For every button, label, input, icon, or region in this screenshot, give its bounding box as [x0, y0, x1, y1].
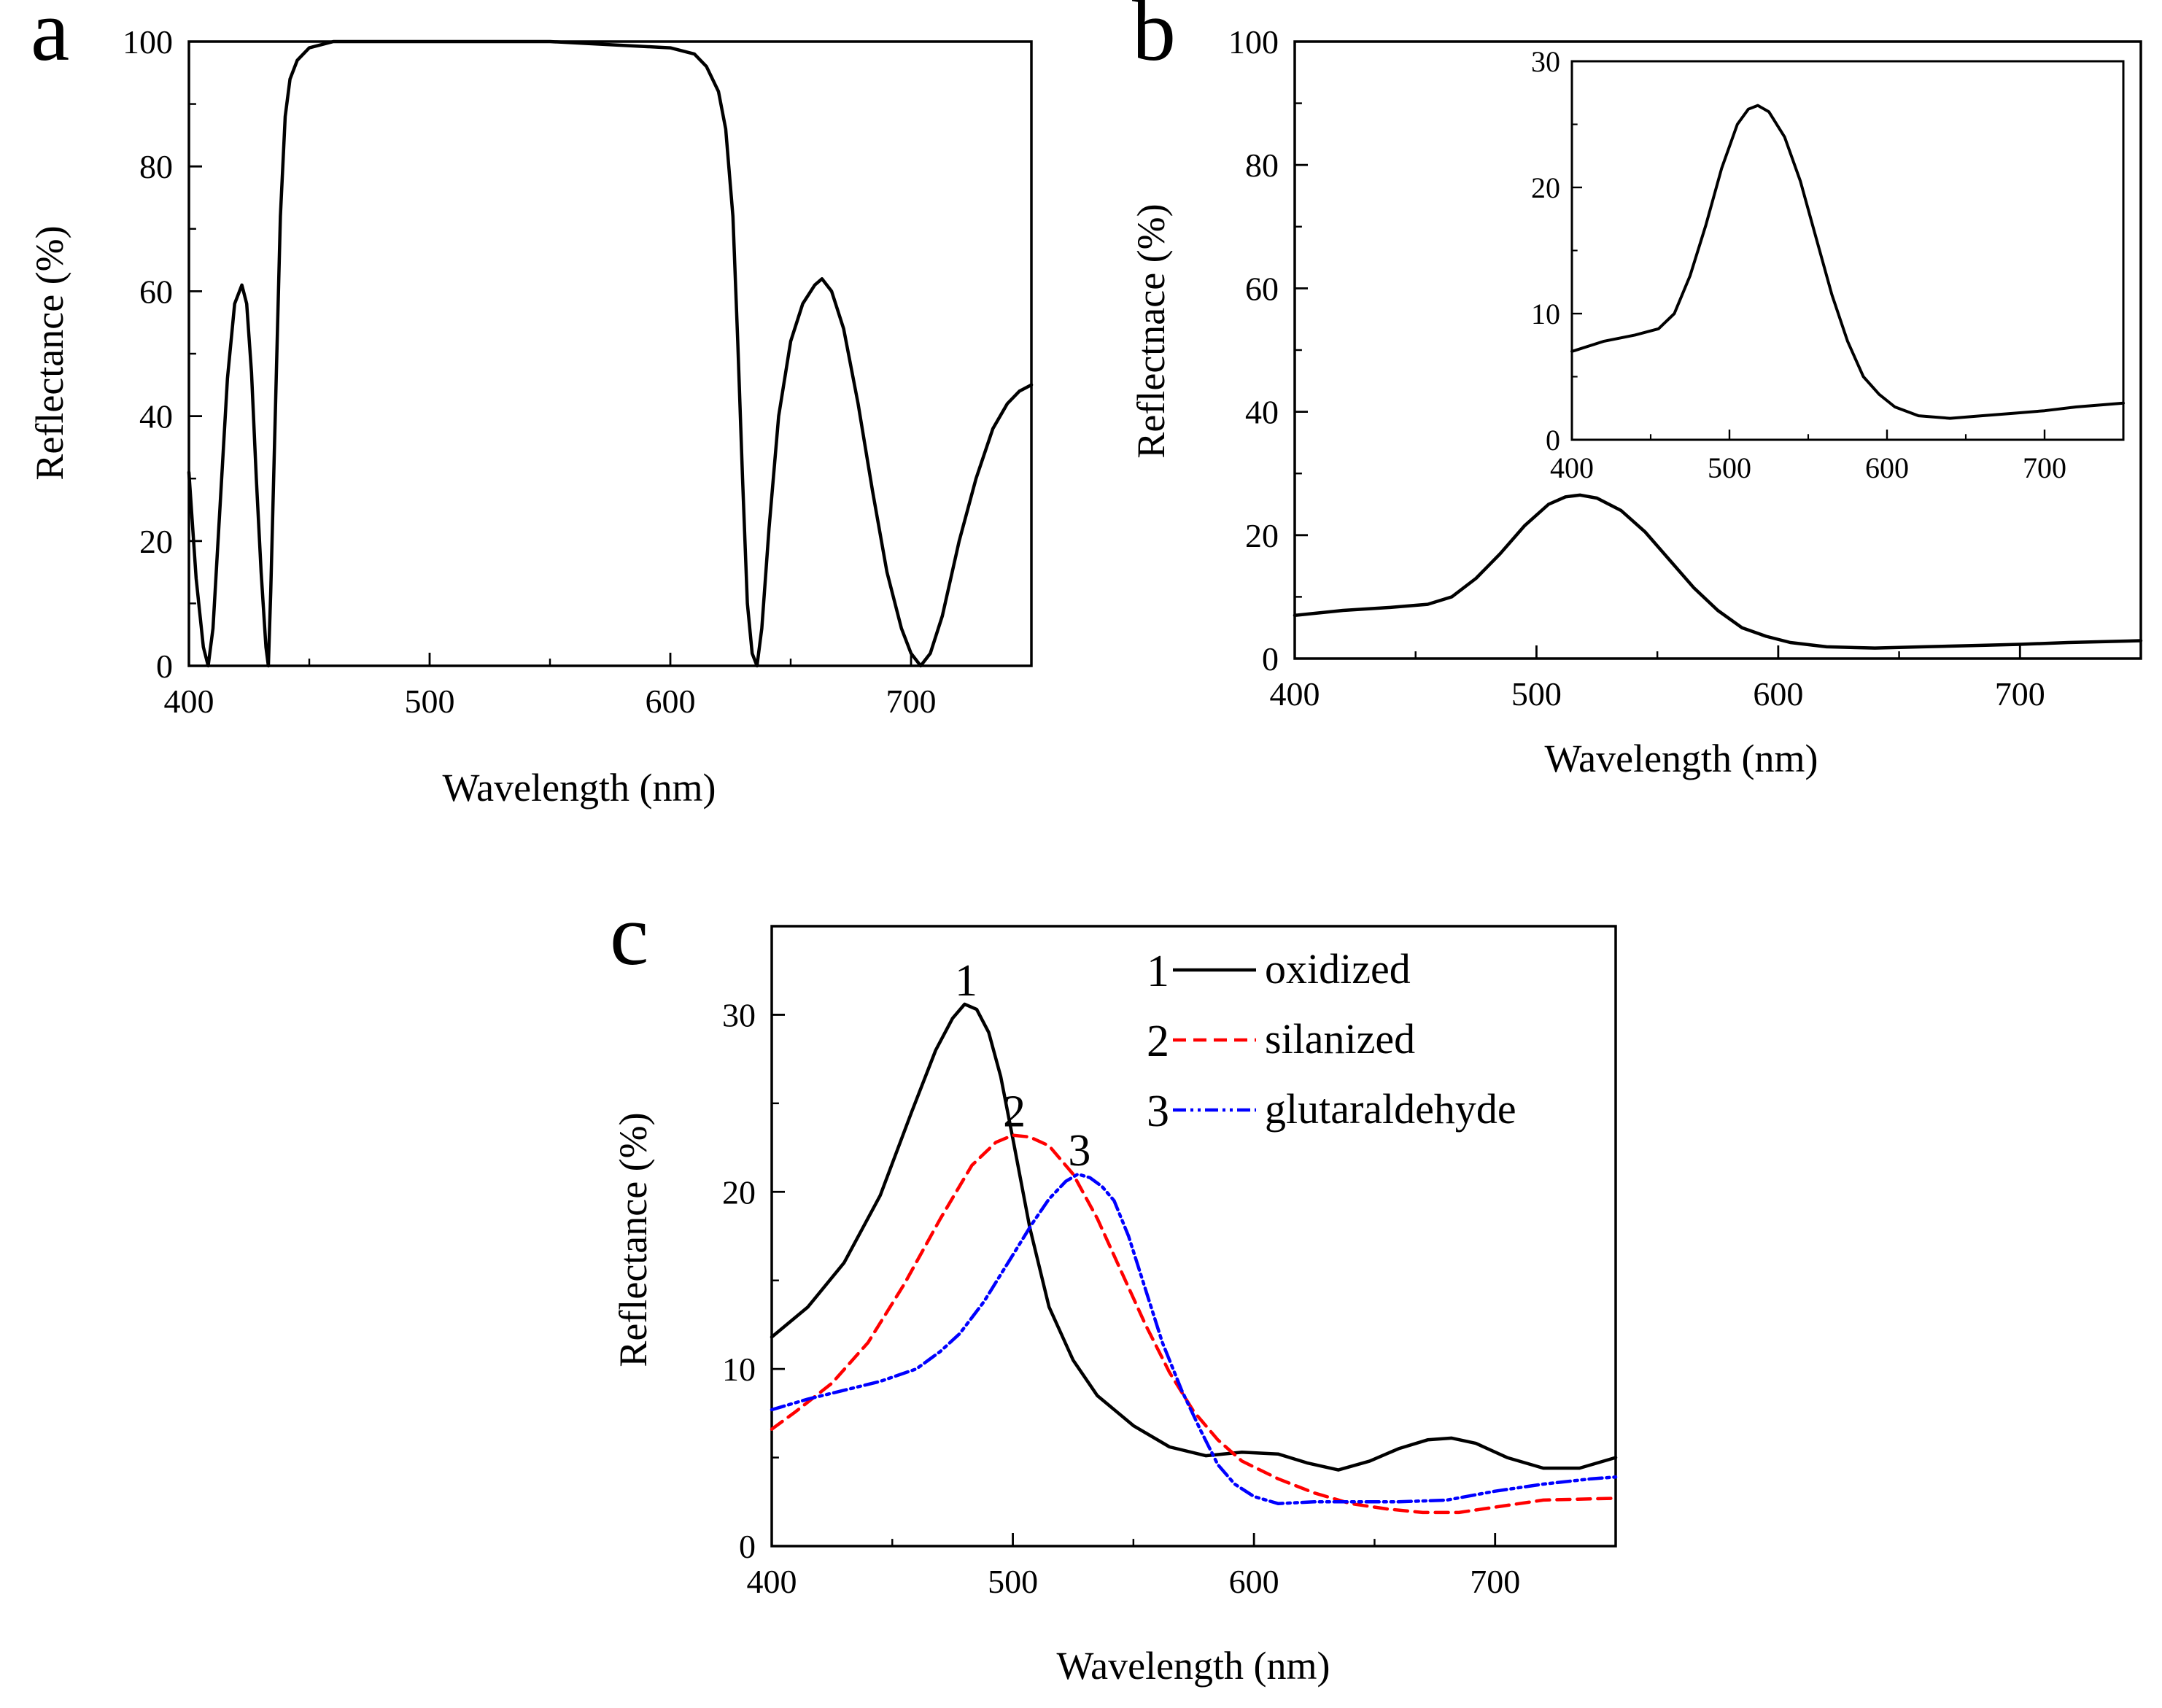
panel-b-y-tick-label: 0	[1262, 640, 1279, 678]
panel-b-chart: b 400 500 600 700 0 20 40 60 80 100 400 500 600 700 0…	[1129, 0, 2143, 780]
panel-c-x-tick-label: 700	[1470, 1563, 1520, 1600]
panel-c-letter: c	[610, 886, 648, 983]
panel-a-x-tick-label: 700	[886, 683, 937, 720]
panel-b-reflectance-curve	[1293, 493, 2143, 650]
panel-b-y-tick-label: 20	[1245, 517, 1279, 554]
legend-label-silanized: silanized	[1265, 1015, 1415, 1063]
panel-c-curve-labels: 1 23	[955, 956, 1090, 1176]
panel-c-x-axis-title: Wavelength (nm)	[1056, 1644, 1330, 1688]
panel-b-x-tick-label: 500	[1511, 675, 1562, 713]
panel-b-y-axis-title: Reflectnace (%)	[1129, 203, 1173, 458]
panel-b-y-tick-label: 60	[1245, 270, 1279, 307]
panel-a-chart: a 400 500 600 700 0 20 40 60 80 100 Wavelength (n…	[28, 0, 1034, 810]
panel-b-x-tick-label: 700	[1995, 675, 2045, 713]
panel-b-y-tick-label: 40	[1245, 394, 1279, 431]
legend-label-oxidized: oxidized	[1265, 945, 1411, 993]
panel-b-inset-x-tick-label: 400	[1550, 451, 1594, 484]
legend-label-glutaraldehyde: glutaraldehyde	[1265, 1085, 1516, 1133]
panel-b-letter: b	[1132, 0, 1176, 79]
panel-a-y-tick-label: 100	[123, 23, 173, 61]
panel-c-y-tick-label: 30	[722, 996, 756, 1033]
panel-a-x-tick-label: 500	[405, 683, 455, 720]
legend-number-1: 1	[1147, 947, 1169, 996]
legend-number-3: 3	[1147, 1087, 1169, 1136]
panel-c-peak-label-2: 2	[1003, 1087, 1026, 1137]
panel-a-x-tick-label: 600	[646, 683, 696, 720]
panel-b-inset-curve	[1570, 104, 2125, 420]
panel-b-curves	[1293, 493, 2143, 650]
panel-c-curve-glutaraldehyde	[770, 1172, 1618, 1505]
panel-b-inset-background	[1572, 61, 2123, 440]
panel-c-y-tick-label: 0	[739, 1528, 756, 1565]
panel-c-y-tick-label: 20	[722, 1173, 756, 1211]
panel-a-reflectance-curve	[187, 39, 1034, 668]
panel-c-x-tick-label: 600	[1229, 1563, 1279, 1600]
panel-b-inset-y-tick-label: 0	[1546, 424, 1560, 457]
panel-a-y-tick-label: 60	[139, 273, 173, 310]
panel-a-y-tick-label: 20	[139, 523, 173, 560]
panel-b-inset: 400 500 600 700 0 10 20 30	[1531, 45, 2125, 484]
panel-b-y-tick-label: 100	[1228, 23, 1279, 61]
panel-a-axes: 400 500 600 700 0 20 40 60 80 100	[123, 23, 1033, 720]
panel-a-curves	[187, 39, 1034, 668]
panel-c-x-tick-label: 500	[988, 1563, 1038, 1600]
panel-c-y-tick-label: 10	[722, 1351, 756, 1388]
panel-c-x-tick-label: 400	[747, 1563, 797, 1600]
panel-c-curves	[770, 1002, 1618, 1515]
panel-c-curve-silanized	[770, 1133, 1618, 1515]
panel-c-curve-oxidized	[770, 1002, 1618, 1472]
panel-b-inset-y-tick-label: 30	[1531, 45, 1560, 78]
panel-c-axes: 400 500 600 700 0 10 20 30	[722, 925, 1617, 1600]
panel-b-x-tick-label: 600	[1753, 675, 1803, 713]
panel-a-y-axis-title: Reflectance (%)	[28, 225, 71, 480]
panel-c-peak-label-3: 3	[1068, 1126, 1090, 1176]
panel-a-y-tick-label: 40	[139, 398, 173, 435]
panel-c-peak-label-1: 1	[955, 956, 977, 1006]
panel-b-x-axis-title: Wavelength (nm)	[1544, 737, 1818, 780]
panel-b-inset-y-tick-label: 20	[1531, 171, 1560, 204]
panel-a-letter: a	[31, 0, 69, 79]
panel-c-legend: 1 oxidized 2 silanized 3 glutaraldehyde	[1147, 945, 1516, 1136]
panel-b-x-tick-label: 400	[1270, 675, 1320, 713]
panel-a-plot-frame	[187, 40, 1033, 667]
panel-a-x-axis-title: Wavelength (nm)	[442, 766, 716, 810]
panel-b-inset-y-tick-label: 10	[1531, 298, 1560, 330]
panel-a-y-tick-label: 0	[156, 648, 173, 685]
panel-b-inset-x-tick-label: 700	[2023, 451, 2066, 484]
panel-a-y-tick-label: 80	[139, 148, 173, 185]
panel-c-y-axis-title: Reflectance (%)	[611, 1112, 655, 1367]
panel-c-plot-frame	[770, 925, 1617, 1548]
panel-a-x-tick-label: 400	[164, 683, 214, 720]
legend-number-2: 2	[1147, 1017, 1169, 1066]
panel-b-inset-x-tick-label: 500	[1708, 451, 1751, 484]
panel-b-inset-x-tick-label: 600	[1865, 451, 1909, 484]
panel-b-y-tick-label: 80	[1245, 147, 1279, 184]
